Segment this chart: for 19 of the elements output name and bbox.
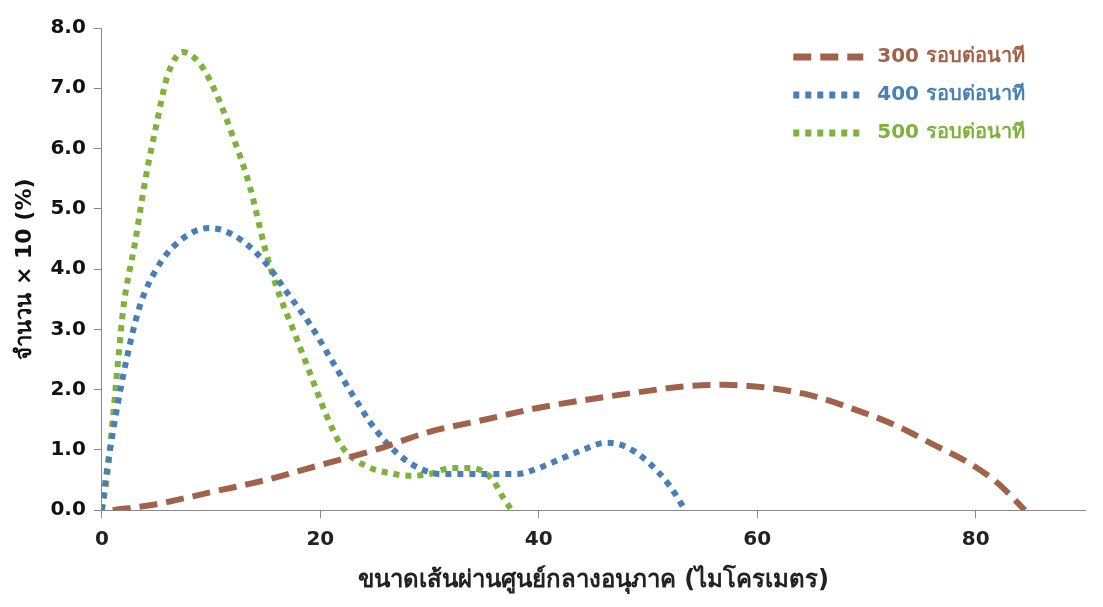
x-tick-label: 0 xyxy=(94,526,109,551)
x-axis-title: ขนาดเส้นผ่านศูนย์กลางอนุภาค (ไมโครเมตร) xyxy=(357,563,830,595)
legend-label: 300 รอบต่อนาที xyxy=(877,43,1026,68)
y-axis-title: จำนวน × 10 (%) xyxy=(10,178,36,360)
legend-label: 400 รอบต่อนาที xyxy=(877,81,1026,106)
y-tick-label: 4.0 xyxy=(50,255,86,280)
y-tick-label: 7.0 xyxy=(50,74,86,99)
y-tick-label: 0.0 xyxy=(50,496,86,521)
y-tick-label: 8.0 xyxy=(50,14,86,39)
x-tick-label: 60 xyxy=(743,526,772,551)
x-tick-label: 40 xyxy=(524,526,553,551)
y-tick-label: 5.0 xyxy=(50,195,86,220)
y-tick-label: 3.0 xyxy=(50,315,86,340)
y-tick-label: 2.0 xyxy=(50,375,86,400)
x-tick-label: 80 xyxy=(961,526,990,551)
x-tick-label: 20 xyxy=(306,526,335,551)
y-tick-label: 6.0 xyxy=(50,134,86,159)
legend-label: 500 รอบต่อนาที xyxy=(877,119,1026,144)
y-tick-label: 1.0 xyxy=(50,436,86,461)
